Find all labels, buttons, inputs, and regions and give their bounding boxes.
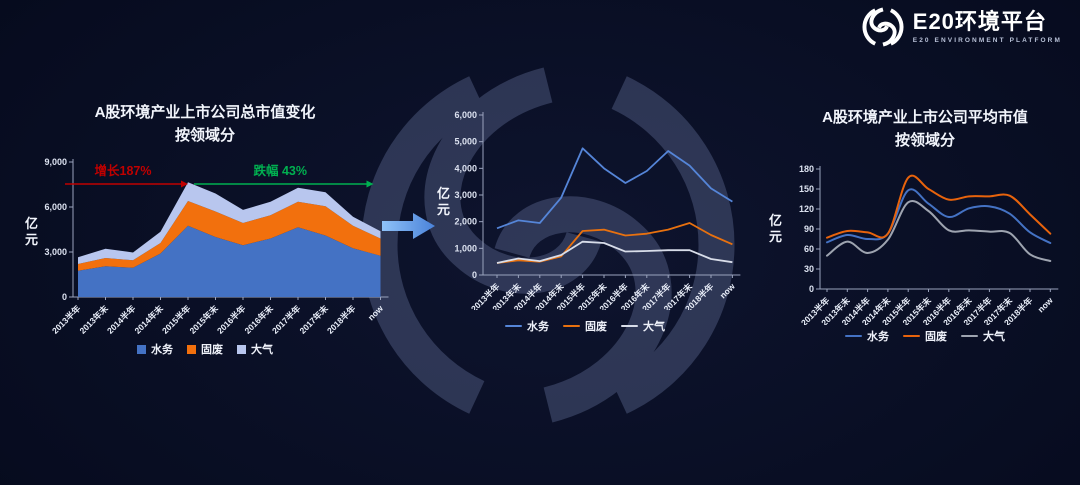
chart-title-line2: 按领域分	[174, 127, 235, 145]
legend-swatch-水务	[505, 324, 522, 328]
x-tick-label: 2016年末	[242, 303, 275, 336]
line-固废	[496, 222, 733, 264]
x-tick-label: 2013年末	[77, 303, 110, 336]
annotation-arrow-head	[366, 180, 374, 188]
legend-label: 大气	[643, 321, 665, 333]
y-tick-label: 180	[799, 164, 814, 174]
y-axis-unit-label: 亿元	[437, 186, 451, 217]
legend-label: 固废	[925, 331, 947, 343]
legend-item-水务: 水务	[845, 328, 889, 344]
line-大气	[826, 200, 1052, 262]
y-tick-label: 4,000	[454, 163, 477, 173]
y-axis-unit-label: 亿元	[25, 216, 39, 247]
x-tick-label: 2017年末	[297, 303, 330, 336]
y-tick-label: 1,000	[454, 243, 477, 253]
y-tick-label: 6,000	[44, 202, 67, 212]
chart-title-line2: 按领域分	[894, 132, 955, 150]
legend-label: 固废	[201, 344, 223, 356]
chart-title-line1: A股环境产业上市公司平均市值	[822, 109, 1028, 126]
y-tick-label: 90	[804, 224, 814, 234]
legend-item-水务: 水务	[137, 341, 173, 357]
x-tick-label: 2017半年	[270, 303, 303, 336]
legend-item-水务: 水务	[505, 318, 549, 334]
y-tick-label: 5,000	[454, 137, 477, 147]
area-大气	[78, 182, 381, 264]
area-固废	[78, 201, 381, 271]
y-tick-label: 9,000	[44, 157, 67, 167]
x-tick-label: 2018半年	[325, 303, 358, 336]
legend-item-固废: 固废	[563, 318, 607, 334]
logo-subtitle: E20 ENVIRONMENT PLATFORM	[912, 36, 1062, 44]
legend-item-大气: 大气	[621, 318, 665, 334]
legend-item-固废: 固废	[187, 341, 223, 357]
y-tick-label: 120	[799, 204, 814, 214]
legend-swatch-大气	[237, 344, 246, 354]
line-水务	[496, 147, 733, 230]
legend-label: 大气	[983, 331, 1005, 343]
y-tick-label: 6,000	[454, 110, 477, 120]
e20-logo-icon	[862, 7, 904, 47]
y-axis-unit-label: 亿元	[769, 213, 783, 244]
logo-title: E20环境平台	[912, 9, 1047, 35]
y-tick-label: 3,000	[44, 247, 67, 257]
transition-arrow-icon	[382, 213, 435, 239]
x-tick-label: now	[366, 303, 385, 322]
line-大气	[496, 240, 733, 264]
legend-item-固废: 固废	[903, 328, 947, 344]
legend-swatch-大气	[621, 324, 638, 328]
x-tick-label: 2014年末	[132, 303, 165, 336]
legend-swatch-大气	[961, 334, 978, 338]
annotation-arrow-head	[181, 180, 188, 188]
y-tick-label: 30	[804, 264, 814, 274]
chart-title-line1: A股环境产业上市公司总市值变化	[94, 104, 316, 121]
legend-swatch-固废	[903, 334, 920, 338]
legend-label: 水务	[527, 321, 549, 333]
y-tick-label: 0	[62, 292, 67, 302]
legend-swatch-固废	[563, 324, 580, 328]
line-固废	[826, 174, 1052, 239]
y-tick-label: 2,000	[454, 217, 477, 227]
legend-swatch-固废	[187, 344, 196, 354]
x-tick-label: 2015半年	[160, 303, 193, 336]
average-market-cap-chart-title: A股环境产业上市公司平均市值 按领域分	[765, 106, 1080, 153]
legend-label: 大气	[251, 344, 273, 356]
x-tick-label: 2015年末	[187, 303, 220, 336]
y-tick-label: 150	[799, 184, 814, 194]
x-tick-label: now	[718, 281, 737, 300]
average-market-cap-smooth-line-chart: 03060901201501802013半年2013年末2014半年2014年末…	[799, 164, 1059, 325]
total-market-cap-stacked-area-chart: 0 3,000 6,000 9,000 2013半年2013年末2014半年2014年末…	[44, 157, 389, 336]
area-水务	[78, 225, 381, 297]
annotation-text: 增长187%	[95, 163, 152, 178]
market-cap-by-sector-line-chart: 01,0002,0003,0004,0005,0006,0002013半年201…	[454, 110, 741, 310]
x-tick-label: 2013半年	[50, 303, 83, 336]
y-tick-label: 0	[809, 284, 814, 294]
legend-item-大气: 大气	[237, 341, 273, 357]
legend-label: 水务	[867, 331, 889, 343]
y-tick-label: 0	[472, 270, 477, 280]
line-chart-legend: 水务 固废 大气	[425, 318, 745, 334]
x-tick-label: now	[1036, 295, 1055, 314]
legend-label: 水务	[151, 344, 173, 356]
smooth-chart-legend: 水务 固废 大气	[765, 328, 1080, 344]
x-tick-label: 2016半年	[215, 303, 248, 336]
legend-swatch-水务	[845, 334, 862, 338]
total-market-cap-chart-title: A股环境产业上市公司总市值变化 按领域分	[20, 101, 390, 148]
x-tick-label: 2014半年	[105, 303, 138, 336]
legend-label: 固废	[585, 321, 607, 333]
legend-item-大气: 大气	[961, 328, 1005, 344]
y-tick-label: 3,000	[454, 190, 477, 200]
annotation-text: 跌幅 43%	[254, 163, 308, 178]
e20-logo: E20环境平台 E20 ENVIRONMENT PLATFORM	[861, 5, 1062, 49]
stacked-chart-legend: 水务 固废 大气	[20, 341, 390, 357]
y-tick-label: 60	[804, 244, 814, 254]
line-水务	[826, 188, 1052, 244]
legend-swatch-水务	[137, 344, 146, 354]
